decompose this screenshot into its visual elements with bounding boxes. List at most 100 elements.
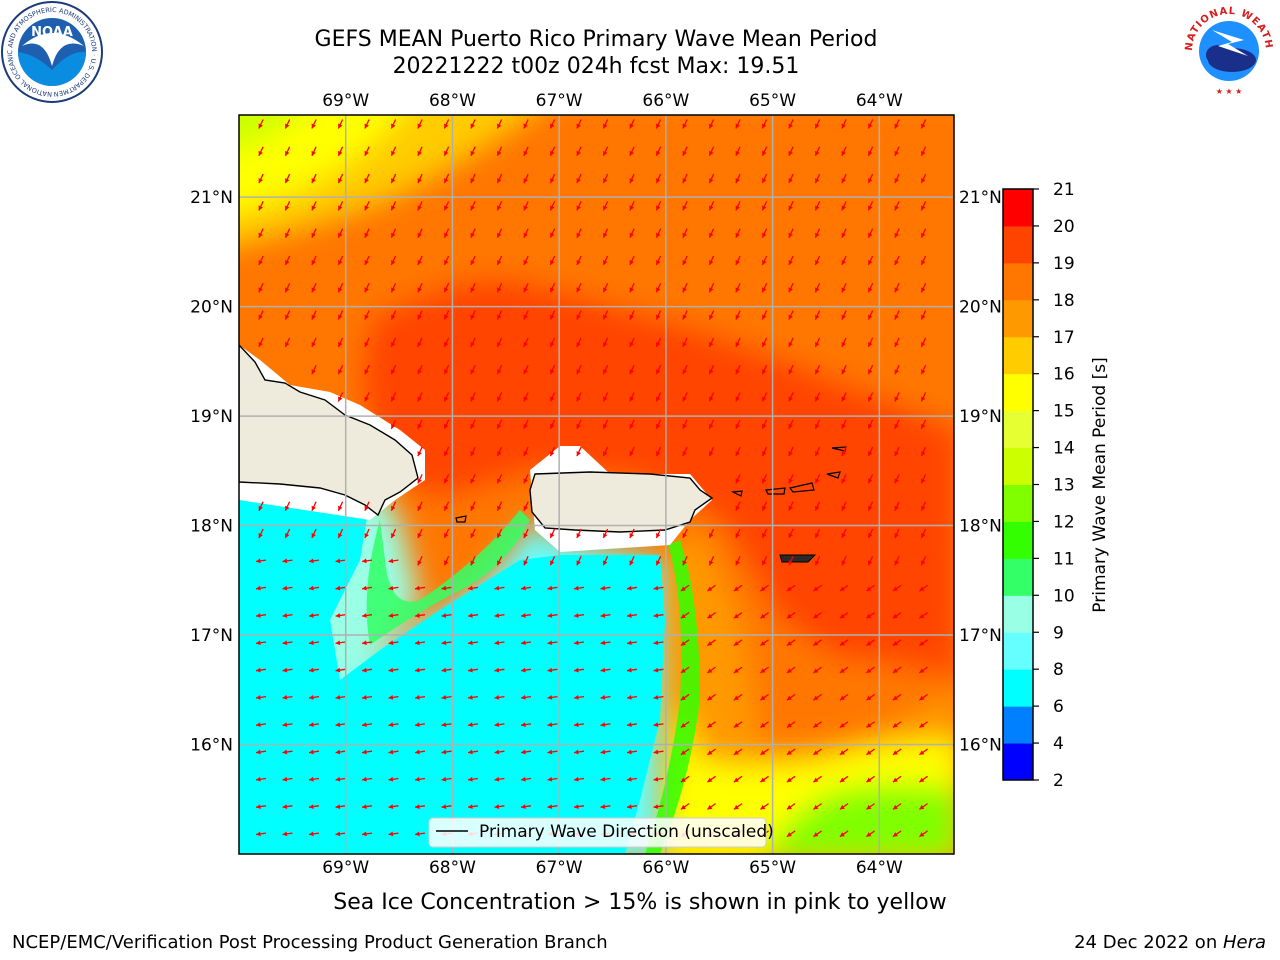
chart-title: GEFS MEAN Puerto Rico Primary Wave Mean … — [314, 27, 878, 52]
direction-arrow — [496, 310, 503, 320]
direction-arrow — [282, 667, 293, 673]
direction-arrow — [920, 474, 927, 484]
direction-arrow — [443, 555, 450, 566]
direction-arrow — [786, 611, 796, 619]
direction-arrow — [576, 255, 582, 266]
direction-arrow — [760, 611, 769, 619]
direction-arrow — [866, 666, 875, 674]
direction-arrow — [680, 639, 690, 647]
direction-arrow — [841, 419, 847, 430]
colorbar-segment — [1003, 410, 1033, 449]
axis-tick-labels: 69°W 69°W 68°W 68°W 67°W 67°W 66°W 66°W 65°W 65°W… — [190, 91, 1002, 878]
direction-arrow — [549, 228, 556, 239]
direction-arrow — [523, 474, 529, 484]
direction-arrow — [361, 749, 373, 755]
direction-arrow — [549, 364, 556, 375]
direction-arrow — [839, 611, 849, 619]
direction-arrow — [417, 255, 423, 266]
direction-arrow — [496, 282, 503, 293]
direction-arrow — [655, 201, 662, 211]
direction-arrow — [867, 119, 874, 129]
direction-arrow — [390, 501, 397, 512]
direction-arrow — [788, 501, 794, 512]
direction-arrow — [364, 337, 370, 348]
direction-arrow — [788, 555, 794, 566]
direction-arrow — [892, 693, 902, 701]
direction-arrow — [814, 146, 821, 157]
direction-arrow — [496, 364, 503, 375]
direction-arrow — [602, 119, 609, 129]
direction-arrow — [602, 446, 609, 457]
direction-arrow — [549, 337, 556, 348]
direction-arrow — [602, 146, 609, 157]
colorbar-segment — [1003, 669, 1033, 707]
direction-arrow — [284, 310, 291, 320]
direction-arrow — [894, 364, 900, 375]
direction-arrow — [576, 228, 582, 239]
direction-arrow — [788, 255, 794, 266]
direction-arrow — [626, 640, 638, 646]
direction-arrow — [441, 722, 452, 728]
direction-arrow — [573, 776, 585, 782]
direction-arrow — [814, 310, 821, 320]
direction-arrow — [470, 392, 476, 402]
direction-arrow — [335, 667, 346, 673]
direction-arrow — [682, 392, 688, 402]
direction-arrow — [388, 640, 399, 646]
direction-arrow — [814, 255, 821, 266]
direction-arrow — [311, 282, 317, 293]
direction-arrow — [573, 722, 585, 728]
direction-arrow — [707, 803, 716, 810]
direction-arrow — [629, 255, 635, 266]
direction-arrow — [496, 474, 503, 484]
direction-arrow — [337, 282, 344, 293]
direction-arrow — [894, 474, 900, 484]
colorbar-tick-label: 21 — [1053, 180, 1075, 200]
colorbar-tick-label: 15 — [1053, 402, 1075, 422]
direction-arrow — [655, 392, 662, 402]
direction-arrow — [255, 613, 267, 618]
direction-arrow — [576, 201, 582, 211]
direction-arrow — [258, 501, 264, 512]
direction-arrow — [682, 310, 688, 320]
direction-arrow — [311, 119, 317, 129]
direction-arrow — [735, 501, 741, 512]
direction-arrow — [337, 501, 344, 512]
direction-arrow — [547, 804, 558, 809]
direction-arrow — [761, 146, 768, 157]
direction-arrow — [682, 282, 688, 293]
direction-arrow — [414, 640, 426, 646]
direction-arrow — [814, 446, 821, 457]
direction-arrow — [417, 228, 423, 239]
direction-arrow — [470, 446, 476, 457]
bottom-lon-label: 66°W — [642, 858, 689, 878]
direction-arrow — [573, 804, 585, 809]
direction-arrow — [735, 446, 741, 457]
direction-arrow — [547, 749, 558, 755]
direction-arrow — [626, 585, 638, 591]
direction-arrow — [441, 585, 452, 591]
direction-arrow — [761, 555, 768, 566]
direction-arrow — [708, 310, 715, 320]
direction-arrow — [814, 555, 821, 566]
direction-arrow — [496, 119, 503, 129]
direction-arrow — [841, 528, 847, 539]
direction-arrow — [894, 392, 900, 402]
direction-arrow — [866, 584, 875, 592]
direction-arrow — [390, 201, 397, 211]
direction-arrow — [390, 364, 397, 375]
direction-arrow — [255, 776, 267, 782]
direction-arrow — [761, 419, 768, 430]
direction-arrow — [682, 119, 688, 129]
direction-arrow — [282, 804, 293, 809]
direction-arrow — [284, 119, 291, 129]
direction-arrow — [629, 337, 635, 348]
direction-arrow — [361, 695, 373, 700]
direction-arrow — [626, 695, 638, 700]
direction-arrow — [788, 173, 794, 184]
noaa-logo: NATIONAL OCEANIC AND ATMOSPHERIC ADMINIS… — [0, 0, 103, 103]
direction-arrow — [494, 804, 505, 809]
direction-arrow — [626, 722, 638, 728]
direction-arrow — [441, 640, 452, 646]
direction-arrow — [920, 119, 927, 129]
